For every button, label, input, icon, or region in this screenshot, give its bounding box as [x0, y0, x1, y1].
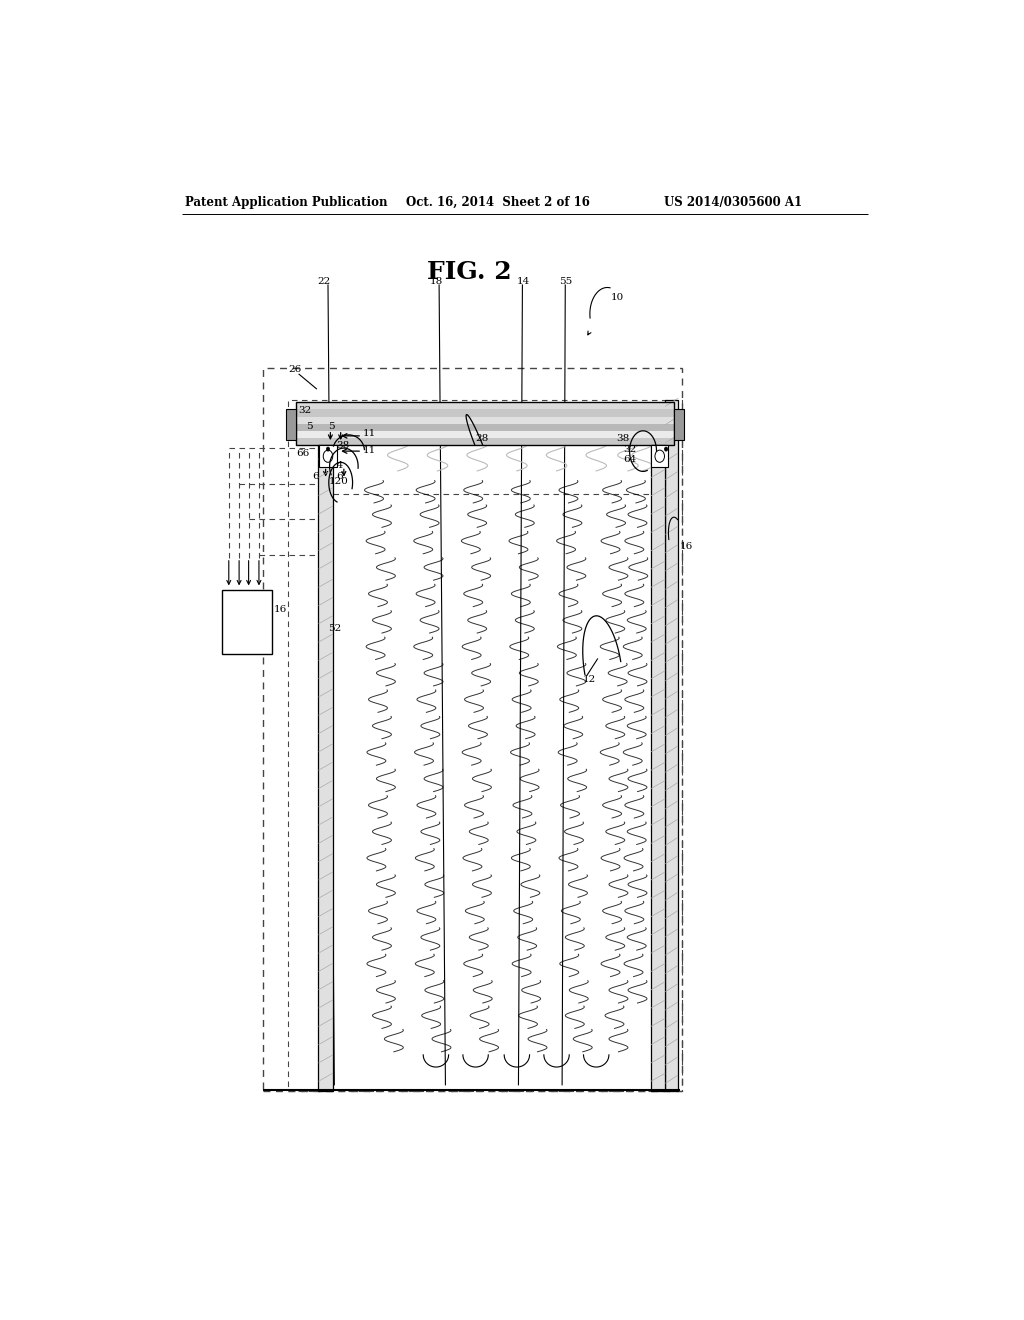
Text: 38: 38	[616, 434, 630, 444]
Text: 32: 32	[624, 445, 637, 454]
Bar	[651, 445, 666, 1092]
Text: 5: 5	[328, 422, 335, 432]
Circle shape	[665, 447, 668, 451]
Text: 10: 10	[610, 293, 624, 302]
Bar	[296, 424, 674, 430]
Text: 64: 64	[331, 461, 344, 470]
Text: 18: 18	[430, 277, 442, 286]
Bar	[296, 430, 674, 438]
Text: 38: 38	[337, 441, 350, 450]
Text: 22: 22	[316, 277, 330, 286]
Text: 6: 6	[312, 473, 318, 480]
Circle shape	[327, 447, 330, 451]
Bar	[263, 368, 682, 1092]
Text: 14: 14	[517, 277, 530, 286]
Text: 11: 11	[362, 446, 376, 454]
Text: 120: 120	[329, 477, 348, 486]
Text: 28: 28	[475, 434, 488, 444]
Bar	[333, 441, 651, 1092]
Text: 11: 11	[362, 429, 376, 438]
Text: Patent Application Publication: Patent Application Publication	[185, 195, 388, 209]
Text: 16: 16	[680, 543, 693, 552]
Text: Oct. 16, 2014  Sheet 2 of 16: Oct. 16, 2014 Sheet 2 of 16	[406, 195, 590, 209]
Text: 66: 66	[296, 449, 309, 458]
Bar	[296, 409, 674, 417]
Text: 32: 32	[298, 407, 311, 414]
Bar	[296, 403, 674, 409]
Text: 52: 52	[328, 624, 341, 634]
Bar	[221, 590, 271, 655]
Text: 6: 6	[337, 473, 343, 480]
Text: 5: 5	[306, 422, 313, 432]
Text: 55: 55	[559, 277, 572, 286]
Text: 64: 64	[624, 455, 637, 463]
Bar	[651, 445, 669, 467]
Bar	[674, 409, 684, 440]
Bar	[289, 400, 682, 1092]
Bar	[286, 409, 296, 440]
Bar	[296, 403, 674, 445]
Text: 16: 16	[274, 605, 288, 614]
Text: 26: 26	[289, 366, 301, 375]
Bar	[319, 445, 337, 467]
Bar	[666, 400, 678, 1092]
Text: FIG. 2: FIG. 2	[427, 260, 512, 284]
Bar	[296, 438, 674, 445]
Text: US 2014/0305600 A1: US 2014/0305600 A1	[664, 195, 802, 209]
Text: 12: 12	[583, 676, 596, 684]
Bar	[318, 445, 333, 1092]
Bar	[296, 417, 674, 424]
Text: 24: 24	[231, 605, 245, 614]
